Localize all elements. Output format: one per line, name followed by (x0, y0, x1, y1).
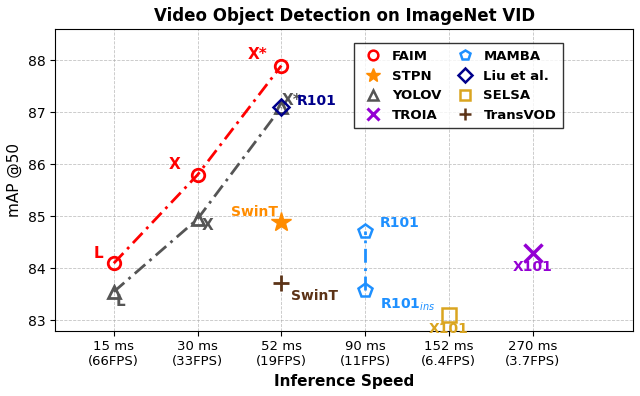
Text: X: X (202, 219, 214, 234)
Title: Video Object Detection on ImageNet VID: Video Object Detection on ImageNet VID (154, 7, 534, 25)
Text: SwinT: SwinT (291, 289, 339, 303)
Legend: FAIM, STPN, YOLOV, TROIA, MAMBA, Liu et al., SELSA, TransVOD: FAIM, STPN, YOLOV, TROIA, MAMBA, Liu et … (354, 44, 563, 128)
Text: R101: R101 (380, 216, 420, 230)
Text: SwinT: SwinT (231, 206, 278, 219)
Text: R101: R101 (296, 93, 336, 108)
Y-axis label: mAP @50: mAP @50 (7, 143, 22, 217)
Text: X*: X* (282, 93, 301, 108)
Text: R101$_{ins}$: R101$_{ins}$ (380, 297, 436, 313)
Text: X101: X101 (429, 322, 468, 336)
Text: X*: X* (248, 48, 268, 63)
Text: X101: X101 (513, 260, 552, 274)
X-axis label: Inference Speed: Inference Speed (274, 374, 414, 389)
Text: L: L (116, 294, 125, 309)
Text: L: L (94, 246, 104, 261)
Text: X: X (168, 156, 180, 171)
